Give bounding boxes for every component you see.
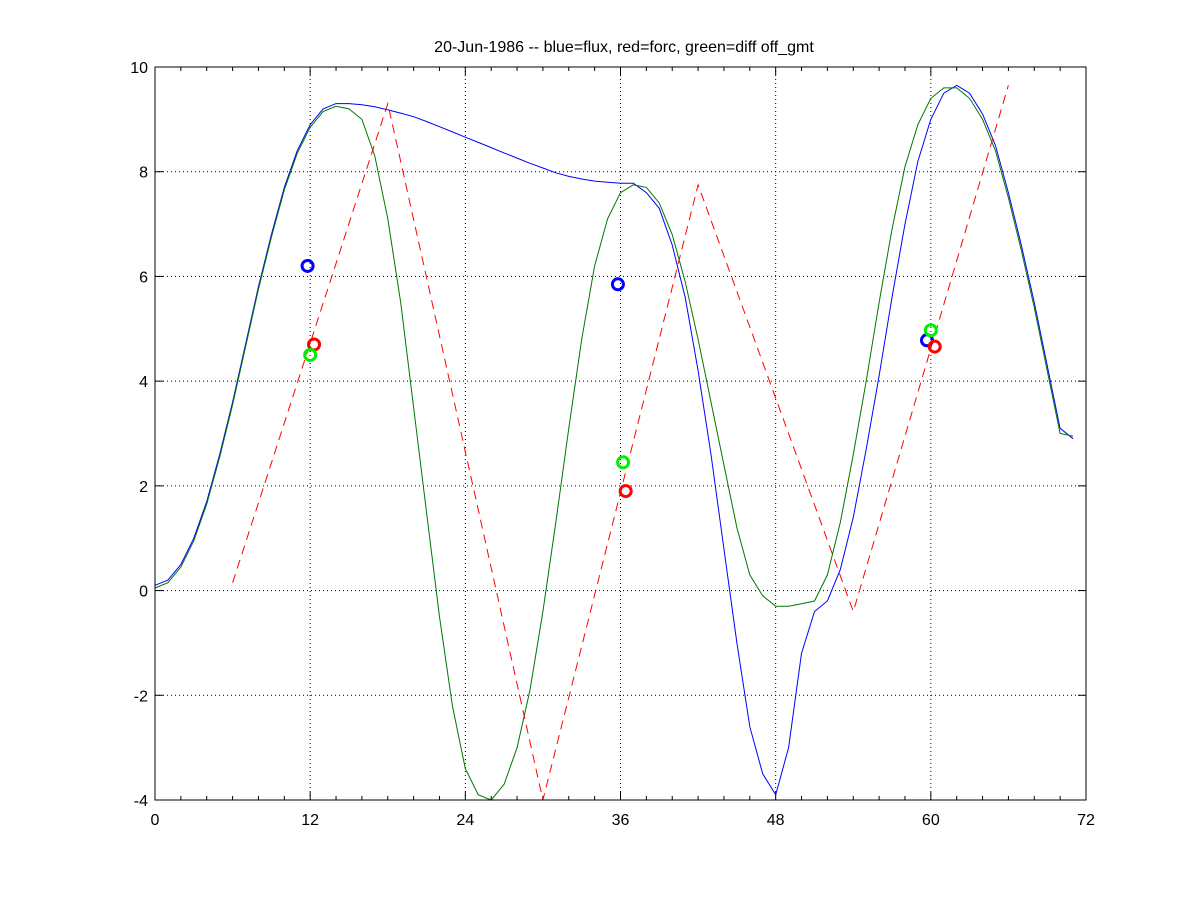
point-marker — [616, 455, 631, 470]
point-marker — [610, 277, 625, 292]
y-tick-label: 2 — [139, 479, 148, 496]
marker-layer — [300, 258, 942, 499]
grid-layer — [155, 67, 1086, 800]
plot-frame — [154, 66, 1087, 801]
point-marker — [927, 339, 942, 354]
point-marker — [300, 258, 315, 273]
x-tick-label: 0 — [151, 812, 160, 829]
y-tick-label: 4 — [139, 374, 148, 391]
point-marker — [618, 484, 633, 499]
series-line-1 — [154, 87, 1074, 801]
y-tick-label: 0 — [139, 584, 148, 601]
x-tick-label: 72 — [1077, 812, 1095, 829]
y-tick-label: -2 — [134, 688, 148, 705]
x-tick-label: 24 — [456, 812, 474, 829]
y-tick-label: 8 — [139, 165, 148, 182]
point-marker — [303, 347, 318, 362]
y-tick-label: -4 — [134, 793, 148, 810]
x-tick-label: 48 — [767, 812, 785, 829]
y-tick-label: 10 — [130, 60, 148, 77]
chart-title: 20-Jun-1986 -- blue=flux, red=forc, gree… — [434, 39, 814, 56]
x-tick-label: 36 — [612, 812, 630, 829]
point-marker — [923, 323, 938, 338]
series-line-0 — [154, 84, 1074, 797]
series-layer — [154, 84, 1074, 801]
x-tick-label: 12 — [301, 812, 319, 829]
y-tick-label: 6 — [139, 269, 148, 286]
x-tick-label: 60 — [922, 812, 940, 829]
